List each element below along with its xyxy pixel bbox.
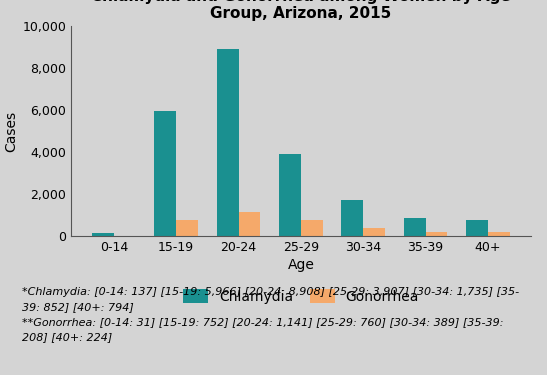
Bar: [217, 49, 238, 236]
Bar: [488, 231, 510, 236]
Bar: [363, 228, 385, 236]
Bar: [466, 220, 488, 236]
Bar: [176, 220, 198, 236]
Legend: Chlamydia, Gonorrhea: Chlamydia, Gonorrhea: [183, 290, 419, 304]
Bar: [279, 154, 301, 236]
Text: *Chlamydia: [0-14: 137] [15-19: 5,966] [20-24: 8,908] [25-29: 3,907] [30-34: 1,7: *Chlamydia: [0-14: 137] [15-19: 5,966] […: [22, 287, 519, 297]
Text: 39: 852] [40+: 794]: 39: 852] [40+: 794]: [22, 302, 133, 312]
Bar: [404, 218, 426, 236]
Bar: [154, 111, 176, 236]
Bar: [301, 220, 323, 236]
Bar: [92, 233, 114, 236]
Bar: [341, 200, 363, 236]
Text: **Gonorrhea: [0-14: 31] [15-19: 752] [20-24: 1,141] [25-29: 760] [30-34: 389] [3: **Gonorrhea: [0-14: 31] [15-19: 752] [20…: [22, 317, 503, 327]
Bar: [426, 232, 447, 236]
Bar: [238, 212, 260, 236]
Y-axis label: Cases: Cases: [4, 111, 18, 152]
Text: 208] [40+: 224]: 208] [40+: 224]: [22, 332, 112, 342]
X-axis label: Age: Age: [287, 258, 315, 272]
Title: Chlamydia and Gonorrhea among Women by Age
Group, Arizona, 2015: Chlamydia and Gonorrhea among Women by A…: [91, 0, 511, 21]
